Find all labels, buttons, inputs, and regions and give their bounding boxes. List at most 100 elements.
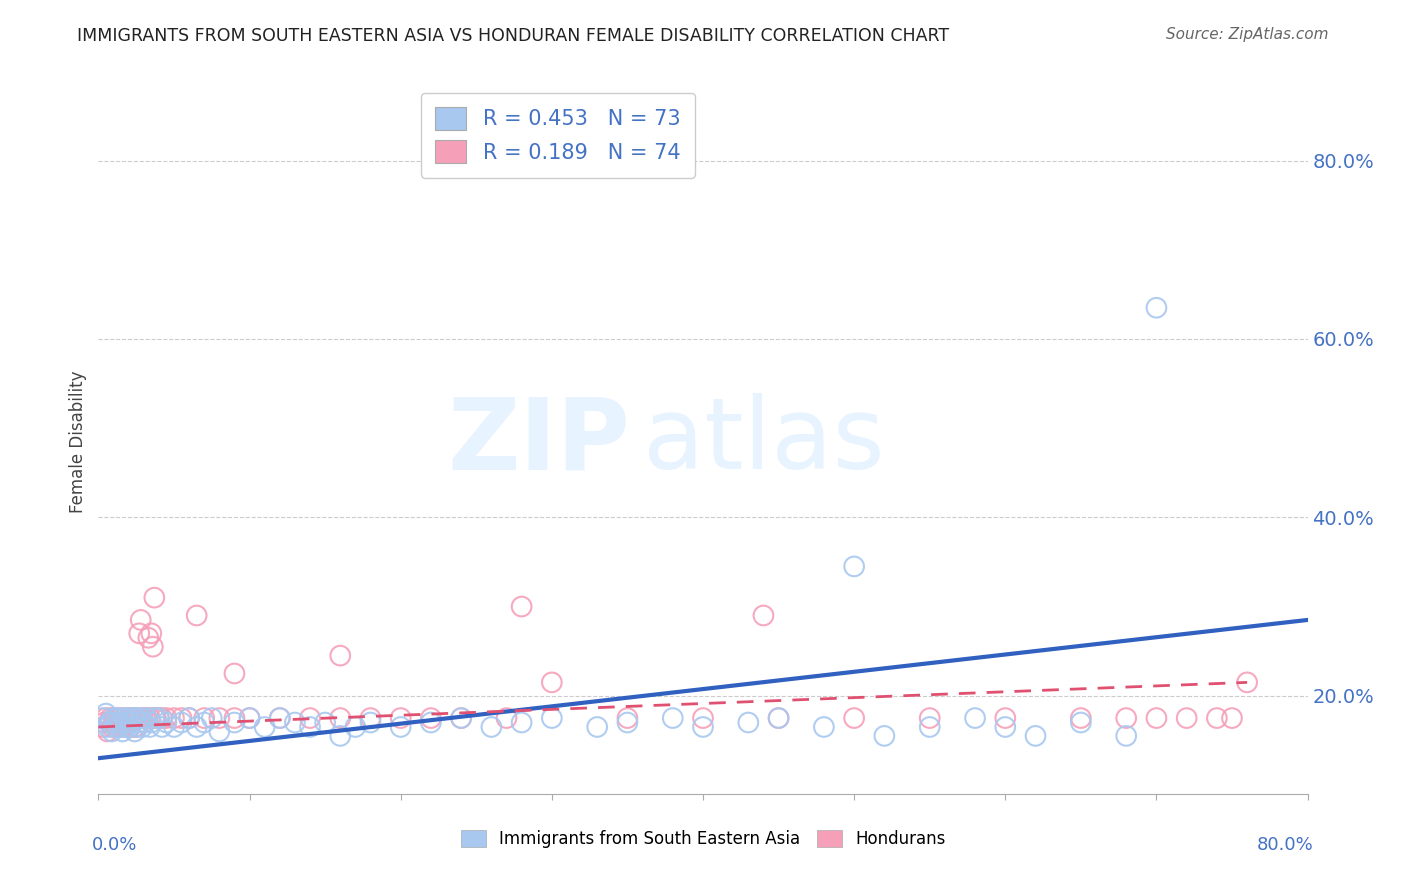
Point (616, 711, 638, 725)
Point (1206, 711, 1229, 725)
Point (139, 711, 162, 725)
Point (127, 720, 149, 734)
Point (540, 711, 562, 725)
Point (994, 720, 1017, 734)
Point (269, 711, 291, 725)
Point (752, 608, 775, 623)
Point (844, 711, 866, 725)
Point (115, 715, 138, 730)
Point (125, 711, 148, 725)
Point (103, 711, 125, 725)
Point (139, 720, 162, 734)
Point (93, 715, 115, 730)
Point (692, 720, 714, 734)
Point (128, 715, 150, 730)
Point (239, 711, 262, 725)
Point (918, 720, 941, 734)
Point (389, 711, 412, 725)
Point (360, 711, 382, 725)
Point (132, 715, 155, 730)
Point (170, 711, 193, 725)
Point (129, 613, 152, 627)
Point (661, 711, 683, 725)
Point (1070, 711, 1092, 725)
Point (1115, 711, 1137, 725)
Point (510, 599, 533, 614)
Point (125, 720, 148, 734)
Point (1115, 729, 1137, 743)
Point (121, 715, 143, 730)
Point (179, 711, 201, 725)
Point (813, 720, 835, 734)
Point (768, 711, 790, 725)
Point (111, 724, 134, 739)
Point (299, 711, 322, 725)
Point (1236, 675, 1258, 690)
Point (101, 720, 124, 734)
Point (450, 711, 472, 725)
Point (1144, 301, 1167, 315)
Point (143, 711, 166, 725)
Point (420, 715, 443, 730)
Point (224, 715, 246, 730)
Point (120, 720, 142, 734)
Point (163, 711, 186, 725)
Point (122, 711, 145, 725)
Point (111, 715, 134, 730)
Point (299, 720, 322, 734)
Point (269, 711, 291, 725)
Point (481, 720, 503, 734)
Point (148, 711, 170, 725)
Point (208, 724, 231, 739)
Point (208, 711, 231, 725)
Point (389, 720, 412, 734)
Point (186, 720, 208, 734)
Text: ZIP: ZIP (447, 393, 630, 490)
Point (115, 715, 138, 730)
Point (132, 715, 155, 730)
Point (450, 711, 472, 725)
Point (495, 711, 517, 725)
Point (179, 711, 201, 725)
Point (100, 715, 122, 730)
Text: IMMIGRANTS FROM SOUTH EASTERN ASIA VS HONDURAN FEMALE DISABILITY CORRELATION CHA: IMMIGRANTS FROM SOUTH EASTERN ASIA VS HO… (77, 27, 949, 45)
Point (110, 715, 132, 730)
Point (143, 711, 166, 725)
Point (108, 720, 131, 734)
Point (114, 720, 136, 734)
Point (135, 711, 157, 725)
Point (94, 706, 117, 721)
Text: atlas: atlas (643, 393, 884, 490)
Point (150, 720, 173, 734)
Point (131, 720, 153, 734)
Point (112, 711, 135, 725)
Point (616, 715, 638, 730)
Point (692, 711, 714, 725)
Point (284, 715, 307, 730)
Point (344, 720, 367, 734)
Text: Source: ZipAtlas.com: Source: ZipAtlas.com (1166, 27, 1329, 42)
Point (96, 720, 118, 734)
Point (120, 720, 142, 734)
Point (136, 631, 159, 645)
Y-axis label: Female Disability: Female Disability (69, 370, 87, 513)
Point (768, 711, 790, 725)
Text: 0.0%: 0.0% (93, 836, 138, 855)
Point (124, 720, 146, 734)
Point (128, 626, 150, 640)
Point (540, 675, 562, 690)
Point (420, 711, 443, 725)
Point (170, 715, 193, 730)
Point (107, 715, 129, 730)
Point (108, 711, 131, 725)
Point (329, 729, 352, 743)
Point (118, 711, 141, 725)
Point (1175, 711, 1198, 725)
Point (107, 711, 129, 725)
Point (135, 711, 157, 725)
Point (112, 711, 135, 725)
Point (114, 720, 136, 734)
Legend: R = 0.453   N = 73, R = 0.189   N = 74: R = 0.453 N = 73, R = 0.189 N = 74 (420, 93, 695, 178)
Point (91, 720, 114, 734)
Point (127, 711, 149, 725)
